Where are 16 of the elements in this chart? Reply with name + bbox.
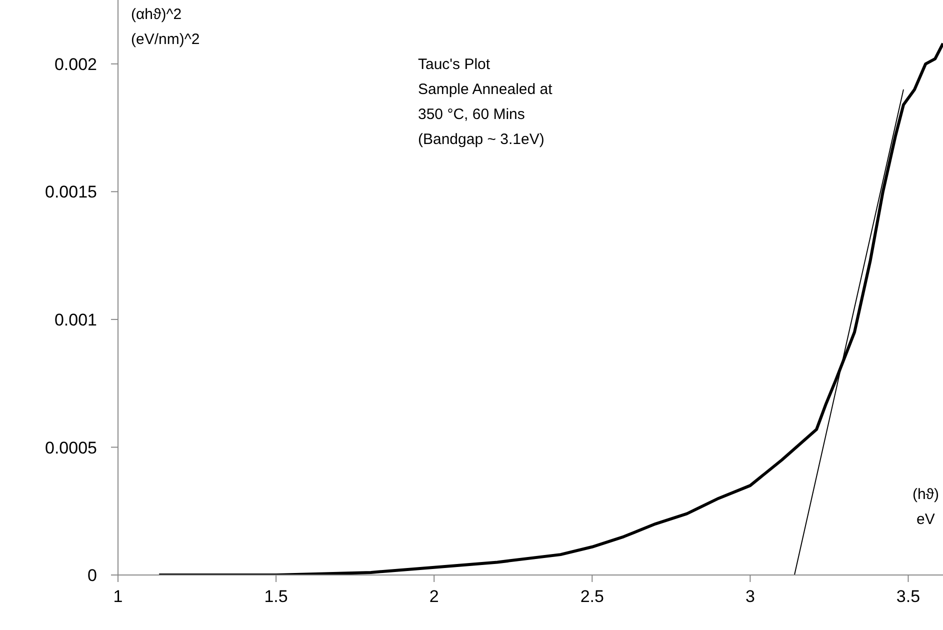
x-tick-label: 3.5 [896,587,920,606]
x-tick-label: 1.5 [264,587,288,606]
y-tick-label: 0.0005 [45,438,97,458]
y-tick-label: 0.001 [54,310,97,330]
x-tick-label: 1 [113,587,123,606]
y-axis-title: (αhϑ)^2 (eV/nm)^2 [131,5,200,50]
x-tick-label: 2 [429,587,439,606]
text: Sample Annealed at 350 °C, 60 Mins [418,80,554,125]
x-axis-title: (hϑ) eV [912,485,939,530]
y-tick-label: 0 [88,566,97,586]
x-tick-label: 3 [745,587,755,606]
y-tick-label: 0.002 [54,54,97,74]
text: Tauc's Plot [418,55,492,75]
y-tick-label: 0.0015 [45,182,97,202]
annotation: (Bandgap ~ 3.1eV) [418,130,546,150]
x-tick-label: 2.5 [580,587,604,606]
